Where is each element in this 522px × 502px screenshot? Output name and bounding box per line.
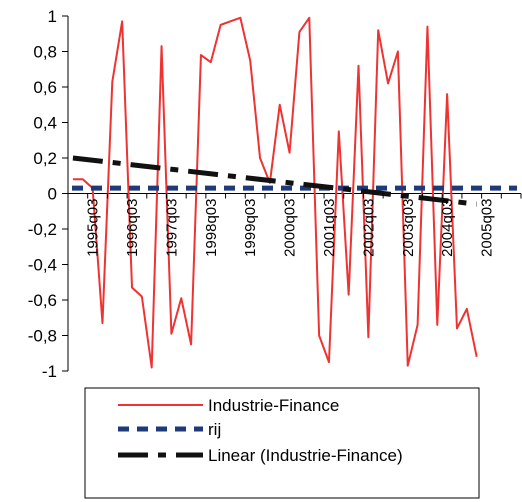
x-axis: 1995q03 1996q03 1997q03 1998q03 1999q03 2000q… [67, 193, 522, 257]
x-tick-label: 2005q03 [479, 199, 496, 257]
y-axis: 1 0,8 0,6 0,4 0,2 0 -0,2 -0,4 -0,6 -0,8 -1 [28, 7, 68, 381]
x-tick-label: 2001q03 [321, 199, 338, 257]
series-industrie-finance-line [72, 16, 478, 369]
x-tick-label: 1997q03 [163, 199, 180, 257]
legend-box [84, 387, 480, 499]
y-tick-label: 0,6 [33, 78, 57, 97]
legend-entry-linear-label: Linear (Industrie-Finance) [208, 446, 403, 465]
y-tick-label: 0 [48, 185, 57, 204]
x-tick-label: 1998q03 [203, 199, 220, 257]
y-tick-label: 0,4 [33, 114, 57, 133]
y-tick-label: -0,4 [28, 256, 57, 275]
legend: Industrie-Finance rij Linear (Industrie-Fi… [84, 387, 480, 499]
series-linear-trend-line [72, 155, 477, 207]
y-tick-label: -0,8 [28, 327, 57, 346]
x-tick-label: 1996q03 [124, 199, 141, 257]
x-tick-label: 2004q03 [439, 199, 456, 257]
x-tick-label: 1995q03 [85, 199, 102, 257]
x-tick-label: 1999q03 [242, 199, 259, 257]
x-tick-label: 2002q03 [360, 199, 377, 257]
x-tick-label: 2003q03 [400, 199, 417, 257]
legend-entry-industrie-finance-label: Industrie-Finance [208, 396, 339, 415]
y-tick-label: 1 [48, 7, 57, 26]
x-tick-label: 2000q03 [282, 199, 299, 257]
y-tick-label: -0,6 [28, 291, 57, 310]
legend-entry-rij-label: rij [208, 420, 221, 439]
plot-area [67, 16, 521, 371]
y-tick-label: -0,2 [28, 220, 57, 239]
y-tick-label: 0,2 [33, 149, 57, 168]
y-tick-label: 0,8 [33, 43, 57, 62]
y-tick-label: -1 [42, 362, 57, 381]
